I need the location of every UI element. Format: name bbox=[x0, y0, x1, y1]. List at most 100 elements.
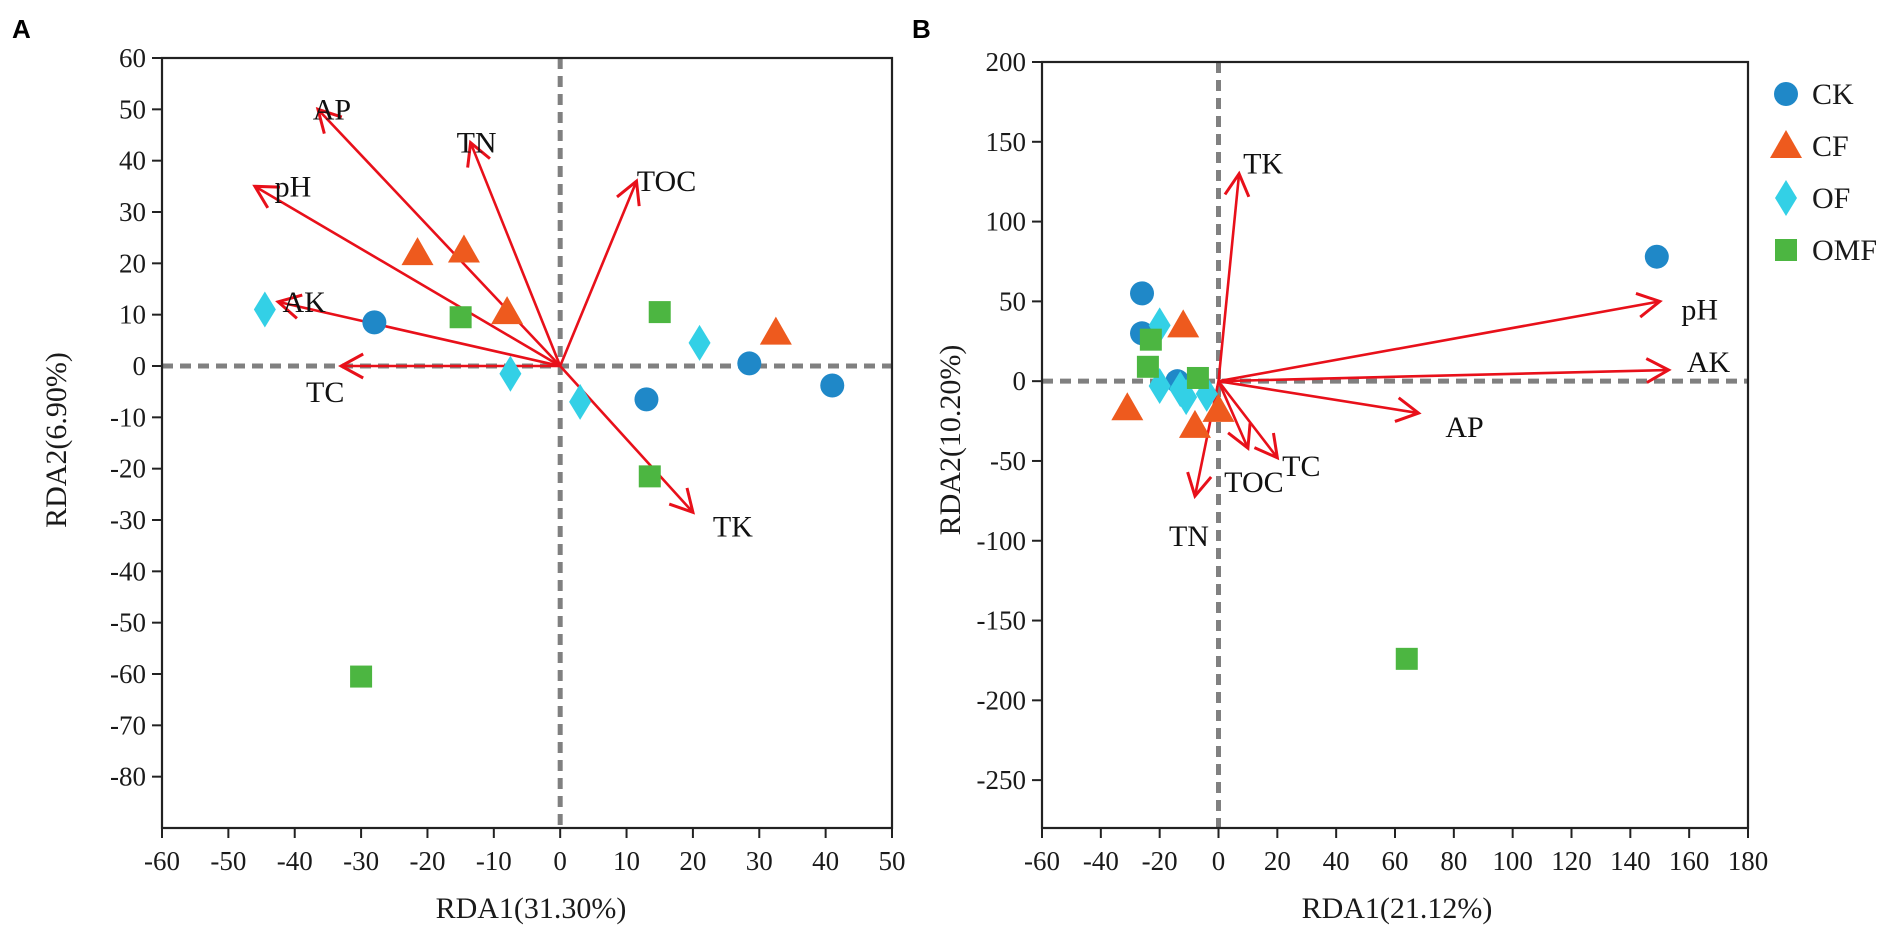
arrow-label-ap: AP bbox=[313, 93, 351, 126]
panel-b-points bbox=[1111, 244, 1669, 670]
y-tick-label: -250 bbox=[977, 765, 1027, 795]
panel-a-x-ticks: -60 -50 -40 -30 -20 -10 0 10 20 30 40 50 bbox=[144, 828, 906, 876]
panel-a-rda-plot: A AP TN TOC pH AK TC TK -60 -50 -40 -30 -20 -10 0 10 2… bbox=[12, 14, 906, 925]
panel-a-x-axis-title: RDA1(31.30%) bbox=[436, 892, 627, 925]
arrow-label-tc: TC bbox=[306, 376, 344, 409]
panel-a-axes bbox=[160, 56, 894, 830]
arrow-label-ak: AK bbox=[1687, 346, 1731, 379]
y-tick-label: -80 bbox=[110, 762, 146, 792]
point-ck bbox=[634, 387, 659, 412]
y-tick-label: -40 bbox=[110, 556, 146, 586]
panel-b-x-axis-title: RDA1(21.12%) bbox=[1302, 892, 1493, 925]
point-of bbox=[569, 383, 592, 420]
panel-b-letter: B bbox=[912, 14, 931, 44]
panel-a-y-ticks: 60 50 40 30 20 10 0 -10 -20 -30 -40 -50 -60 -70 -80 bbox=[110, 43, 162, 792]
point-ck bbox=[737, 351, 762, 376]
x-tick-label: 20 bbox=[679, 846, 706, 876]
x-tick-label: 100 bbox=[1492, 846, 1533, 876]
y-tick-label: -150 bbox=[977, 606, 1027, 636]
loading-arrow-tc bbox=[1217, 380, 1280, 461]
point-omf bbox=[350, 665, 373, 688]
panel-b-x-ticks: -60 -40 -20 0 20 40 60 80 100 120 140 160 180 bbox=[1024, 828, 1768, 876]
y-tick-label: -20 bbox=[110, 454, 146, 484]
point-ck bbox=[362, 310, 387, 335]
arrow-label-toc: TOC bbox=[637, 165, 696, 198]
x-tick-label: 10 bbox=[613, 846, 640, 876]
x-tick-label: 30 bbox=[746, 846, 773, 876]
loading-arrow-ap bbox=[315, 107, 562, 367]
legend-marker-ck bbox=[1774, 82, 1798, 106]
y-tick-label: -60 bbox=[110, 659, 146, 689]
legend: CK CF OF OMF bbox=[1770, 78, 1877, 267]
y-tick-label: 50 bbox=[119, 94, 146, 124]
y-tick-label: 30 bbox=[119, 197, 146, 227]
panel-a-points bbox=[253, 234, 845, 688]
legend-label-ck: CK bbox=[1812, 78, 1854, 111]
point-omf bbox=[1186, 366, 1209, 389]
x-tick-label: -60 bbox=[144, 846, 180, 876]
point-cf bbox=[491, 296, 524, 325]
x-tick-label: 120 bbox=[1551, 846, 1592, 876]
y-tick-label: 60 bbox=[119, 43, 146, 73]
loading-arrow-ph bbox=[1218, 292, 1663, 383]
legend-label-cf: CF bbox=[1812, 130, 1849, 163]
arrow-label-ph: pH bbox=[1681, 293, 1718, 326]
arrow-label-tc: TC bbox=[1282, 450, 1320, 483]
y-tick-label: -50 bbox=[110, 608, 146, 638]
arrow-label-tk: TK bbox=[713, 510, 753, 543]
x-tick-label: 160 bbox=[1669, 846, 1710, 876]
point-cf bbox=[1111, 392, 1144, 421]
loading-arrow-tn bbox=[466, 139, 562, 367]
y-tick-label: 150 bbox=[986, 127, 1027, 157]
loading-arrow-ap bbox=[1218, 379, 1422, 423]
x-tick-label: 80 bbox=[1440, 846, 1467, 876]
panel-a-zero-lines bbox=[162, 58, 892, 828]
point-cf bbox=[1167, 309, 1200, 338]
x-tick-label: -40 bbox=[277, 846, 313, 876]
point-of bbox=[688, 324, 711, 361]
arrow-label-toc: TOC bbox=[1224, 466, 1283, 499]
loading-arrow-ak bbox=[1218, 357, 1672, 384]
loading-arrow-tk bbox=[1217, 170, 1251, 382]
point-omf bbox=[1395, 647, 1418, 670]
point-of bbox=[499, 355, 522, 392]
panel-b-y-axis-title: RDA2(10.20%) bbox=[934, 345, 967, 536]
x-tick-label: 60 bbox=[1382, 846, 1409, 876]
point-ck bbox=[1644, 244, 1669, 269]
point-ck bbox=[820, 373, 845, 398]
arrow-label-ph: pH bbox=[275, 170, 312, 203]
loading-arrow-ph bbox=[252, 184, 561, 368]
loading-arrow-toc bbox=[558, 178, 641, 367]
point-ck bbox=[1130, 281, 1155, 306]
x-tick-label: 0 bbox=[1212, 846, 1226, 876]
y-tick-label: 0 bbox=[133, 351, 147, 381]
y-tick-label: -200 bbox=[977, 685, 1027, 715]
x-tick-label: -10 bbox=[476, 846, 512, 876]
panel-a-arrows: AP TN TOC pH AK TC TK bbox=[252, 93, 753, 543]
panel-a-letter: A bbox=[12, 14, 31, 44]
y-tick-label: 20 bbox=[119, 248, 146, 278]
legend-label-of: OF bbox=[1812, 182, 1850, 215]
plot-frame bbox=[160, 56, 894, 830]
x-tick-label: -50 bbox=[210, 846, 246, 876]
x-tick-label: -30 bbox=[343, 846, 379, 876]
point-cf bbox=[1178, 409, 1211, 438]
point-cf bbox=[401, 237, 434, 266]
y-tick-label: 0 bbox=[1013, 366, 1027, 396]
panel-a-y-axis-title: RDA2(6.90%) bbox=[40, 352, 73, 528]
point-omf bbox=[1136, 355, 1159, 378]
point-omf bbox=[1139, 328, 1162, 351]
x-tick-label: -40 bbox=[1083, 846, 1119, 876]
x-tick-label: -20 bbox=[409, 846, 445, 876]
legend-marker-cf bbox=[1770, 130, 1802, 158]
arrow-label-tn: TN bbox=[457, 127, 497, 160]
x-tick-label: 180 bbox=[1728, 846, 1769, 876]
point-cf bbox=[1202, 393, 1235, 422]
arrow-label-tn: TN bbox=[1169, 520, 1209, 553]
y-tick-label: -10 bbox=[110, 402, 146, 432]
y-tick-label: -50 bbox=[990, 446, 1026, 476]
loading-arrow-ak bbox=[275, 293, 561, 368]
y-tick-label: 10 bbox=[119, 300, 146, 330]
